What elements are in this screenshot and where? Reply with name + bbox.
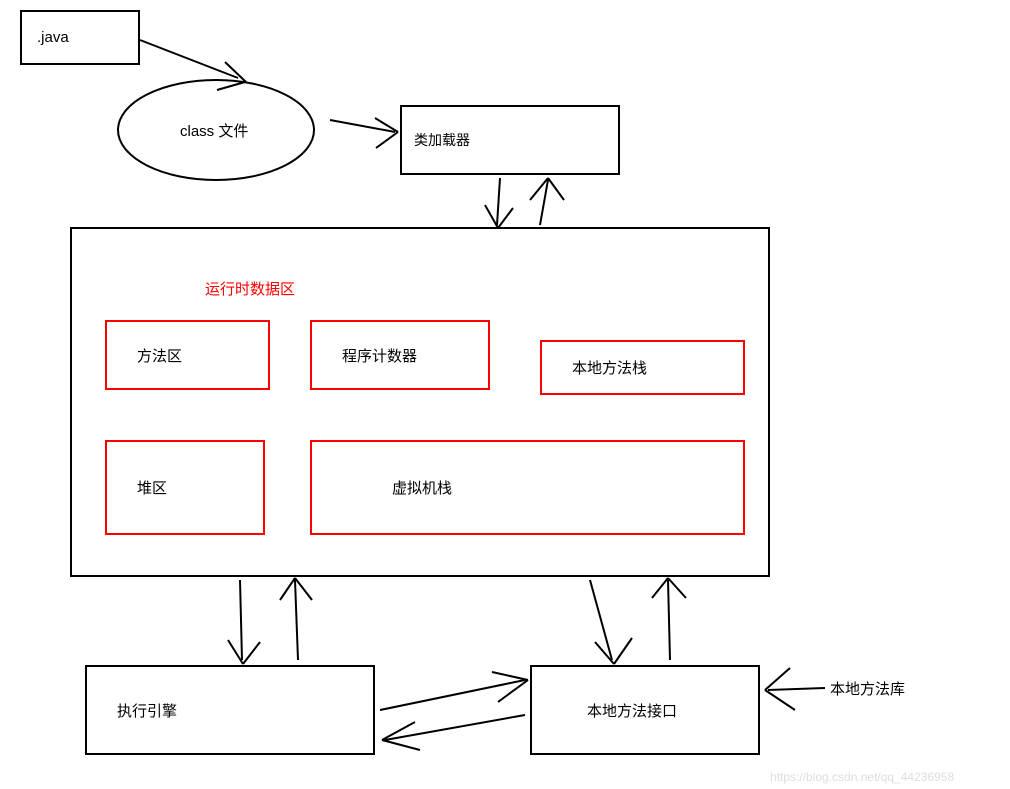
vm-stack-label: 虚拟机栈 <box>312 477 452 498</box>
exec-engine-box: 执行引擎 <box>85 665 375 755</box>
vm-stack-box: 虚拟机栈 <box>310 440 745 535</box>
native-lib-label: 本地方法库 <box>830 678 905 699</box>
pc-register-label: 程序计数器 <box>312 345 417 366</box>
heap-area-box: 堆区 <box>105 440 265 535</box>
native-iface-label: 本地方法接口 <box>532 700 677 721</box>
classloader-label: 类加载器 <box>402 130 470 150</box>
java-source-label: .java <box>22 29 69 46</box>
native-iface-box: 本地方法接口 <box>530 665 760 755</box>
runtime-data-area-title: 运行时数据区 <box>205 278 295 299</box>
class-file-label: class 文件 <box>180 120 248 141</box>
java-source-box: .java <box>20 10 140 65</box>
classloader-box: 类加载器 <box>400 105 620 175</box>
method-area-label: 方法区 <box>107 345 182 366</box>
pc-register-box: 程序计数器 <box>310 320 490 390</box>
native-stack-box: 本地方法栈 <box>540 340 745 395</box>
native-stack-label: 本地方法栈 <box>542 357 647 378</box>
watermark-text: https://blog.csdn.net/qq_44236958 <box>770 770 954 784</box>
exec-engine-label: 执行引擎 <box>87 700 177 721</box>
method-area-box: 方法区 <box>105 320 270 390</box>
heap-area-label: 堆区 <box>107 477 167 498</box>
